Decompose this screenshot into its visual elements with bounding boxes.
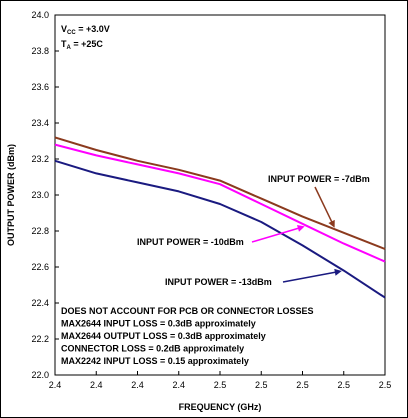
condition-value: = +3.0V [76,24,110,34]
series-label-arrow [251,226,302,243]
x-tick-label: 2.5 [214,380,227,390]
series-line-0 [54,136,386,250]
y-axis-ticks: 22.0 22.2 22.4 22.6 22.8 23.0 23.2 23.4 23.6 23.8… [31,10,59,380]
y-tick-label: 22.6 [31,262,49,272]
y-tick-label: 24.0 [31,10,49,20]
y-axis-title: OUTPUT POWER (dBm) [6,144,16,246]
condition-subscript: A [67,45,72,51]
x-tick-label: 2.5 [255,380,268,390]
y-tick-label: 22.4 [31,298,49,308]
note-line: MAX2644 INPUT LOSS = 0.3dB approximately [61,319,256,329]
y-tick-label: 22.0 [31,370,49,380]
y-tick-label: 22.2 [31,334,49,344]
series-layer [54,136,386,299]
series-label-arrow [282,270,338,283]
y-tick-label: 23.6 [31,82,49,92]
note-line: MAX2644 OUTPUT LOSS = 0.3dB approximatel… [61,331,266,341]
y-tick-label: 23.2 [31,154,49,164]
series-label: INPUT POWER = -10dBm [137,237,244,247]
condition-0: VCC = +3.0V [61,24,110,36]
plot-area [54,14,386,376]
arrowhead [334,268,342,276]
y-tick-label: 23.4 [31,118,49,128]
condition-subscript: CC [67,30,76,36]
x-tick-label: 2.5 [296,380,309,390]
condition-value: = +25C [71,39,104,49]
x-tick-label: 2.5 [379,380,392,390]
x-tick-label: 2.4 [172,380,185,390]
notes-block: DOES NOT ACCOUNT FOR PCB OR CONNECTOR LO… [61,306,314,366]
test-conditions: VCC = +3.0V TA = +25C [61,24,110,51]
x-axis-title: FREQUENCY (GHz) [179,402,262,412]
series-line-1 [54,143,386,263]
note-line: MAX2242 INPUT LOSS = 0.15 approximately [61,356,249,366]
series-label: INPUT POWER = -7dBm [268,174,370,184]
x-axis-ticks: 2.4 2.4 2.4 2.4 2.5 2.5 2.5 2.5 2.5 [49,371,392,390]
condition-symbol: T [61,39,67,49]
x-tick-label: 2.5 [337,380,350,390]
note-line: CONNECTOR LOSS = 0.2dB approximately [61,344,244,354]
x-tick-label: 2.4 [49,380,62,390]
condition-1: TA = +25C [61,39,103,51]
arrowhead [297,224,305,232]
y-tick-label: 22.8 [31,226,49,236]
y-tick-label: 23.8 [31,46,49,56]
arrowhead [328,219,335,228]
x-tick-label: 2.4 [90,380,103,390]
condition-symbol: V [61,24,67,34]
series-line-2 [54,159,386,299]
series-label-arrow [314,186,334,225]
x-tick-label: 2.4 [131,380,144,390]
series-label: INPUT POWER = -13dBm [165,277,272,287]
note-line: DOES NOT ACCOUNT FOR PCB OR CONNECTOR LO… [61,306,314,316]
y-tick-label: 23.0 [31,190,49,200]
series-labels: INPUT POWER = -7dBm INPUT POWER = -10dBm I… [137,174,370,287]
